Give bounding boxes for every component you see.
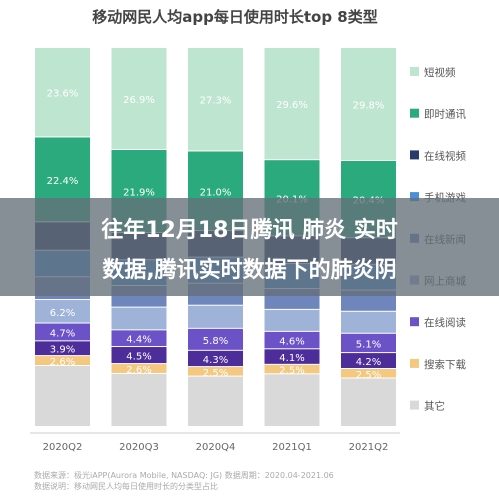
legend-swatch xyxy=(410,67,419,76)
data-label: 2.5% xyxy=(279,366,304,377)
bar-segment xyxy=(111,347,167,364)
bar-segment xyxy=(341,311,396,333)
x-tick-label: 2021Q2 xyxy=(349,442,389,453)
bar-segment xyxy=(35,48,90,137)
bar-segment xyxy=(264,309,320,331)
data-label: 4.4% xyxy=(126,335,151,346)
bar-segment xyxy=(264,374,320,426)
bar-segment xyxy=(188,305,243,328)
bar-segment xyxy=(35,356,90,365)
x-tick-label: 2021Q1 xyxy=(272,442,312,453)
x-axis-layer: 2020Q2 2020Q3 2020Q4 2021Q1 2021Q2 xyxy=(30,432,400,453)
bar-segment xyxy=(111,364,167,373)
legend-swatch xyxy=(410,192,419,202)
data-label: 5.1% xyxy=(356,339,381,350)
bar-segment xyxy=(188,350,243,367)
data-label: 27.3% xyxy=(200,96,232,107)
bar-segment xyxy=(341,48,396,160)
data-label: 29.6% xyxy=(276,100,308,111)
data-label: 2.5% xyxy=(356,370,381,381)
x-tick-label: 2020Q2 xyxy=(43,442,83,453)
legend-label: 其它 xyxy=(424,400,445,413)
data-label: 29.8% xyxy=(353,100,385,111)
legend-swatch xyxy=(410,108,419,118)
data-label: 22.4% xyxy=(47,176,79,187)
bar-segment xyxy=(264,349,320,364)
data-label: 4.1% xyxy=(279,353,304,364)
data-label: 3.9% xyxy=(50,345,75,356)
legend-swatch xyxy=(410,150,419,160)
data-label: 23.6% xyxy=(47,89,79,100)
data-label: 2.5% xyxy=(203,368,228,379)
data-label: 5.8% xyxy=(203,336,228,347)
overlay-banner: 往年12月18日腾讯 肺炎 实时 数据,腾讯实时数据下的肺炎阴 xyxy=(0,198,499,296)
overlay-headline-line-1: 往年12月18日腾讯 肺炎 实时 xyxy=(101,218,398,243)
bar-segment xyxy=(111,330,167,347)
data-label: 2.6% xyxy=(50,357,75,368)
bar-segment xyxy=(111,307,167,330)
overlay-headline-line-2: 数据,腾讯实时数据下的肺炎阴 xyxy=(102,258,397,283)
bar-segment xyxy=(341,369,396,378)
data-label: 21.0% xyxy=(200,187,232,198)
legend-label: 在线阅读 xyxy=(424,316,466,329)
bar-segment xyxy=(341,378,396,426)
data-label: 4.5% xyxy=(126,352,151,363)
bar-segment xyxy=(35,300,90,323)
bar-segment xyxy=(188,376,243,426)
data-label: 4.2% xyxy=(356,357,381,368)
bar-segment xyxy=(188,328,243,350)
data-label: 4.3% xyxy=(203,355,228,366)
bar-segment xyxy=(341,353,396,369)
data-label: 4.6% xyxy=(279,337,304,348)
legend-label: 在线视频 xyxy=(424,149,466,162)
bar-segment xyxy=(35,341,90,356)
data-label: 2.6% xyxy=(126,365,151,376)
bar-segment xyxy=(264,364,320,374)
bar-segment xyxy=(264,331,320,349)
bar-segment xyxy=(341,333,396,353)
data-label: 4.7% xyxy=(50,328,75,339)
bar-segment xyxy=(264,48,320,160)
chart-title: 移动网民人均app每日使用时长top 8类型 xyxy=(92,8,378,26)
bar-segment xyxy=(111,48,167,149)
x-tick-label: 2020Q3 xyxy=(119,442,159,453)
legend-label: 即时通讯 xyxy=(424,108,466,121)
data-label: 6.2% xyxy=(50,308,75,319)
bar-segment xyxy=(35,365,90,426)
source-line-2: 数据说明：移动网民人均每日使用时长的分类型占比 xyxy=(34,482,218,491)
bar-segment xyxy=(111,373,167,426)
legend-swatch xyxy=(410,317,419,327)
data-label: 26.9% xyxy=(123,95,155,106)
legend-label: 短视频 xyxy=(424,66,456,79)
bar-segment xyxy=(188,48,243,151)
bar-segment xyxy=(35,323,90,341)
legend-swatch xyxy=(410,400,419,410)
source-line-1: 数据来源：极光iAPP(Aurora Mobile, NASDAQ: JG) 数… xyxy=(34,471,334,480)
source-note: 数据来源：极光iAPP(Aurora Mobile, NASDAQ: JG) 数… xyxy=(34,470,334,492)
x-tick-label: 2020Q4 xyxy=(196,442,236,453)
bar-segment xyxy=(188,367,243,376)
data-label: 21.9% xyxy=(123,187,155,198)
legend-label: 搜索下载 xyxy=(424,358,466,371)
legend-swatch xyxy=(410,358,419,368)
